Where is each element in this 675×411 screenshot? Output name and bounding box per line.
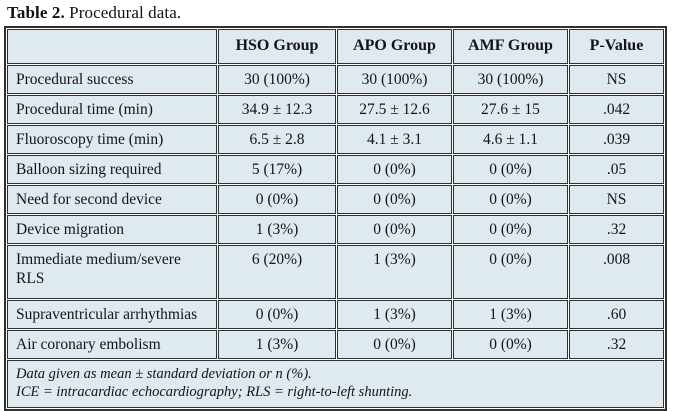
cell-hso: 6.5 ± 2.8 (218, 125, 336, 154)
cell-p-value: .05 (569, 155, 664, 184)
row-label: Supraventricular arrhythmias (7, 300, 217, 329)
row-label: Procedural time (min) (7, 95, 217, 124)
procedural-data-table-frame: HSO Group APO Group AMF Group P-Value Pr… (4, 26, 667, 411)
cell-apo: 4.1 ± 3.1 (337, 125, 452, 154)
row-label-text: Immediate medium/severe RLS (16, 251, 181, 287)
cell-p-value: .042 (569, 95, 664, 124)
cell-hso: 30 (100%) (218, 65, 336, 94)
table-row-air-coronary-embolism: Air coronary embolism 1 (3%) 0 (0%) 0 (0… (7, 330, 664, 359)
cell-amf: 0 (0%) (453, 330, 568, 359)
cell-apo: 0 (0%) (337, 215, 452, 244)
cell-amf: 0 (0%) (453, 185, 568, 214)
cell-p-value: .60 (569, 300, 664, 329)
table-row-second-device: Need for second device 0 (0%) 0 (0%) 0 (… (7, 185, 664, 214)
row-label: Balloon sizing required (7, 155, 217, 184)
table-row-fluoroscopy-time: Fluoroscopy time (min) 6.5 ± 2.8 4.1 ± 3… (7, 125, 664, 154)
cell-amf: 1 (3%) (453, 300, 568, 329)
table-caption-text: Procedural data. (64, 3, 182, 22)
cell-amf: 0 (0%) (453, 155, 568, 184)
cell-amf: 30 (100%) (453, 65, 568, 94)
cell-apo: 1 (3%) (337, 300, 452, 329)
cell-amf: 0 (0%) (453, 215, 568, 244)
cell-p-value: .32 (569, 215, 664, 244)
column-header-hso-group: HSO Group (218, 29, 336, 64)
row-label: Fluoroscopy time (min) (7, 125, 217, 154)
cell-p-value: .32 (569, 330, 664, 359)
header-row: HSO Group APO Group AMF Group P-Value (7, 29, 664, 64)
column-header-apo-group: APO Group (337, 29, 452, 64)
cell-amf: 0 (0%) (453, 245, 568, 299)
cell-apo: 0 (0%) (337, 185, 452, 214)
cell-p-value: NS (569, 185, 664, 214)
row-label: Need for second device (7, 185, 217, 214)
column-header-p-value: P-Value (569, 29, 664, 64)
procedural-data-table: HSO Group APO Group AMF Group P-Value Pr… (6, 28, 665, 409)
cell-hso: 1 (3%) (218, 215, 336, 244)
row-label: Device migration (7, 215, 217, 244)
column-header-amf-group: AMF Group (453, 29, 568, 64)
cell-hso: 1 (3%) (218, 330, 336, 359)
row-label: Immediate medium/severe RLS (7, 245, 217, 299)
cell-hso: 0 (0%) (218, 185, 336, 214)
cell-p-value: .039 (569, 125, 664, 154)
footnote-line-2: ICE = intracardiac echocardiography; RLS… (16, 384, 413, 400)
cell-hso: 5 (17%) (218, 155, 336, 184)
row-label: Air coronary embolism (7, 330, 217, 359)
table-row-procedural-time: Procedural time (min) 34.9 ± 12.3 27.5 ±… (7, 95, 664, 124)
cell-apo: 30 (100%) (337, 65, 452, 94)
table-caption-number: Table 2. (7, 3, 65, 22)
footnote-line-1: Data given as mean ± standard deviation … (16, 366, 312, 382)
cell-hso: 34.9 ± 12.3 (218, 95, 336, 124)
table-footnotes: Data given as mean ± standard deviation … (7, 360, 664, 408)
cell-apo: 0 (0%) (337, 155, 452, 184)
cell-apo: 0 (0%) (337, 330, 452, 359)
cell-apo: 1 (3%) (337, 245, 452, 299)
column-header-empty (7, 29, 217, 64)
cell-amf: 27.6 ± 15 (453, 95, 568, 124)
cell-hso: 6 (20%) (218, 245, 336, 299)
footnote-row: Data given as mean ± standard deviation … (7, 360, 664, 408)
table-row-immediate-rls: Immediate medium/severe RLS 6 (20%) 1 (3… (7, 245, 664, 299)
table-row-device-migration: Device migration 1 (3%) 0 (0%) 0 (0%) .3… (7, 215, 664, 244)
table-row-supraventricular-arrhythmias: Supraventricular arrhythmias 0 (0%) 1 (3… (7, 300, 664, 329)
cell-apo: 27.5 ± 12.6 (337, 95, 452, 124)
table-row-procedural-success: Procedural success 30 (100%) 30 (100%) 3… (7, 65, 664, 94)
table-row-balloon-sizing: Balloon sizing required 5 (17%) 0 (0%) 0… (7, 155, 664, 184)
cell-p-value: .008 (569, 245, 664, 299)
cell-hso: 0 (0%) (218, 300, 336, 329)
row-label: Procedural success (7, 65, 217, 94)
table-caption: Table 2. Procedural data. (7, 2, 675, 23)
cell-p-value: NS (569, 65, 664, 94)
cell-amf: 4.6 ± 1.1 (453, 125, 568, 154)
